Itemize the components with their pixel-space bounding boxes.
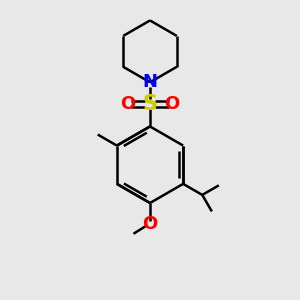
Text: S: S bbox=[142, 94, 158, 114]
Text: O: O bbox=[120, 95, 136, 113]
Text: N: N bbox=[142, 73, 158, 91]
Text: O: O bbox=[142, 215, 158, 233]
Text: O: O bbox=[164, 95, 180, 113]
